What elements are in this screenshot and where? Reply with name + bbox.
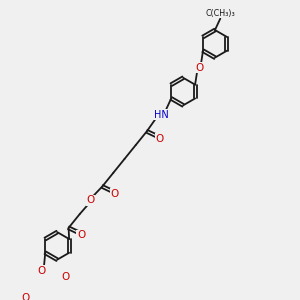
- Text: O: O: [61, 272, 70, 282]
- Text: C(CH₃)₃: C(CH₃)₃: [206, 9, 235, 18]
- Text: O: O: [77, 230, 85, 240]
- Text: O: O: [155, 134, 164, 144]
- Text: O: O: [22, 292, 30, 300]
- Text: HN: HN: [154, 110, 169, 120]
- Text: O: O: [38, 266, 46, 276]
- Text: O: O: [195, 63, 203, 73]
- Text: O: O: [111, 189, 119, 199]
- Text: O: O: [86, 195, 95, 205]
